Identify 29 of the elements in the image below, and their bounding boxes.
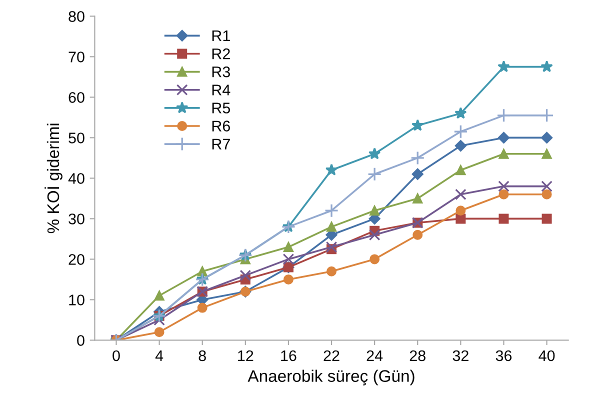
x-tick-label: 28 bbox=[410, 350, 426, 362]
legend-label: R4 bbox=[212, 84, 230, 96]
x-tick-label: 8 bbox=[198, 350, 206, 362]
y-tick-label: 10 bbox=[69, 294, 84, 306]
y-tick-label: 30 bbox=[68, 214, 84, 224]
y-tick-label: 20 bbox=[68, 254, 84, 265]
y-tick-label: 50 bbox=[68, 132, 84, 144]
y-tick-label: 40 bbox=[68, 173, 84, 184]
y-tick-label: 80 bbox=[68, 11, 84, 22]
y-tick-label: 70 bbox=[68, 52, 84, 62]
x-tick-label: 36 bbox=[496, 350, 512, 362]
x-tick-label: 0 bbox=[112, 350, 120, 362]
x-tick-label: 24 bbox=[366, 350, 383, 361]
x-tick-label: 32 bbox=[452, 350, 468, 362]
x-tick-label: 22 bbox=[324, 350, 340, 361]
legend-label: R6 bbox=[212, 120, 230, 132]
legend-label: R7 bbox=[212, 138, 230, 150]
x-tick-label: 12 bbox=[238, 350, 254, 361]
y-axis-title: % KOİ giderimi bbox=[44, 124, 62, 234]
x-tick-label: 16 bbox=[281, 350, 296, 362]
legend-label: R1 bbox=[212, 30, 230, 42]
x-tick-label: 4 bbox=[155, 350, 164, 361]
y-tick-label: 60 bbox=[68, 92, 84, 103]
legend-label: R3 bbox=[212, 66, 230, 78]
y-tick-label: 0 bbox=[77, 335, 84, 346]
legend-label: R5 bbox=[212, 102, 230, 114]
x-tick-label: 40 bbox=[538, 350, 555, 362]
x-axis-title: Anaerobik süreç (Gün) bbox=[248, 370, 414, 386]
legend-label: R2 bbox=[212, 48, 230, 60]
